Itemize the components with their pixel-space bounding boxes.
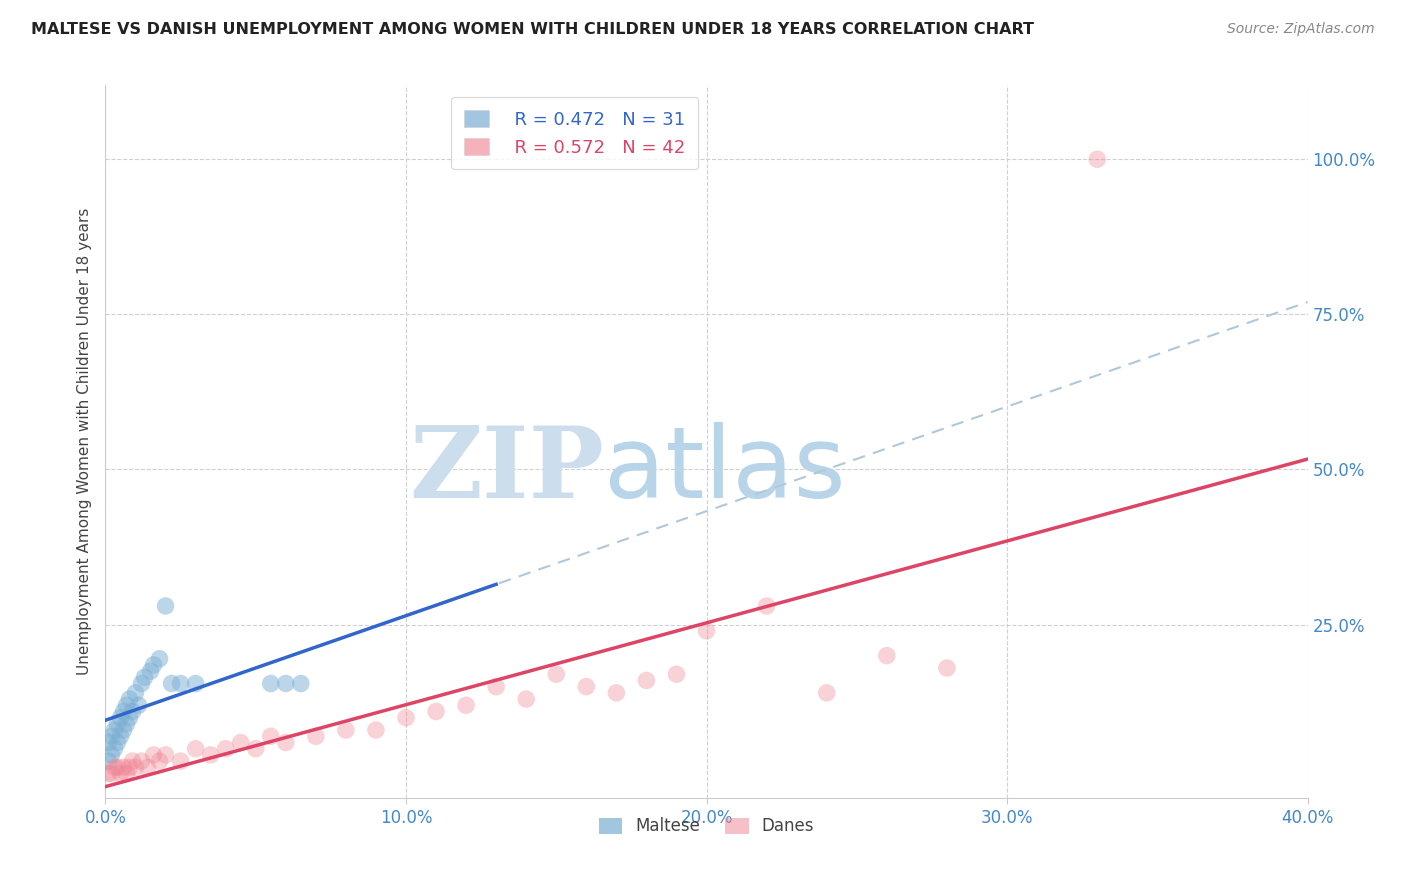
Legend: Maltese, Danes: Maltese, Danes [591,809,823,844]
Point [100,729,122,743]
Point [139,664,162,678]
Point [124,686,146,700]
Point [200,747,222,762]
Point [142,747,165,762]
Point [515,692,537,706]
Point [118,692,141,706]
Point [696,624,718,638]
Point [184,676,207,690]
Point [110,766,132,780]
Text: Source: ZipAtlas.com: Source: ZipAtlas.com [1227,22,1375,37]
Point [274,735,297,749]
Point [110,729,132,743]
Point [115,717,138,731]
Point [546,667,568,681]
Text: MALTESE VS DANISH UNEMPLOYMENT AMONG WOMEN WITH CHILDREN UNDER 18 YEARS CORRELAT: MALTESE VS DANISH UNEMPLOYMENT AMONG WOM… [31,22,1033,37]
Point [134,670,156,684]
Text: ZIP: ZIP [409,422,605,518]
Point [115,698,138,713]
Point [148,754,170,768]
Point [100,747,122,762]
Point [364,723,387,737]
Point [124,760,146,774]
Point [118,760,141,774]
Point [112,723,135,737]
Point [131,676,153,690]
Point [155,747,177,762]
Point [97,735,120,749]
Point [131,754,153,768]
Point [485,680,508,694]
Point [815,686,838,700]
Point [335,723,357,737]
Point [456,698,478,713]
Point [636,673,658,688]
Point [575,680,598,694]
Point [128,698,150,713]
Point [290,676,312,690]
Point [229,735,252,749]
Text: atlas: atlas [605,422,846,518]
Point [274,676,297,690]
Point [605,686,627,700]
Point [148,651,170,665]
Point [936,661,959,675]
Point [260,676,283,690]
Point [1085,152,1108,166]
Point [184,741,207,756]
Point [136,760,159,774]
Point [107,760,129,774]
Point [160,676,183,690]
Point [103,741,125,756]
Y-axis label: Unemployment Among Women with Children Under 18 years: Unemployment Among Women with Children U… [76,208,91,675]
Point [305,729,328,743]
Point [103,760,125,774]
Point [142,657,165,672]
Point [97,766,120,780]
Point [245,741,267,756]
Point [107,735,129,749]
Point [155,599,177,613]
Point [107,717,129,731]
Point [115,766,138,780]
Point [121,705,143,719]
Point [395,711,418,725]
Point [169,676,191,690]
Point [214,741,236,756]
Point [755,599,778,613]
Point [260,729,283,743]
Point [169,754,191,768]
Point [876,648,898,663]
Point [112,705,135,719]
Point [110,711,132,725]
Point [97,754,120,768]
Point [100,766,122,780]
Point [121,754,143,768]
Point [103,723,125,737]
Point [665,667,688,681]
Point [112,760,135,774]
Point [118,711,141,725]
Point [425,705,447,719]
